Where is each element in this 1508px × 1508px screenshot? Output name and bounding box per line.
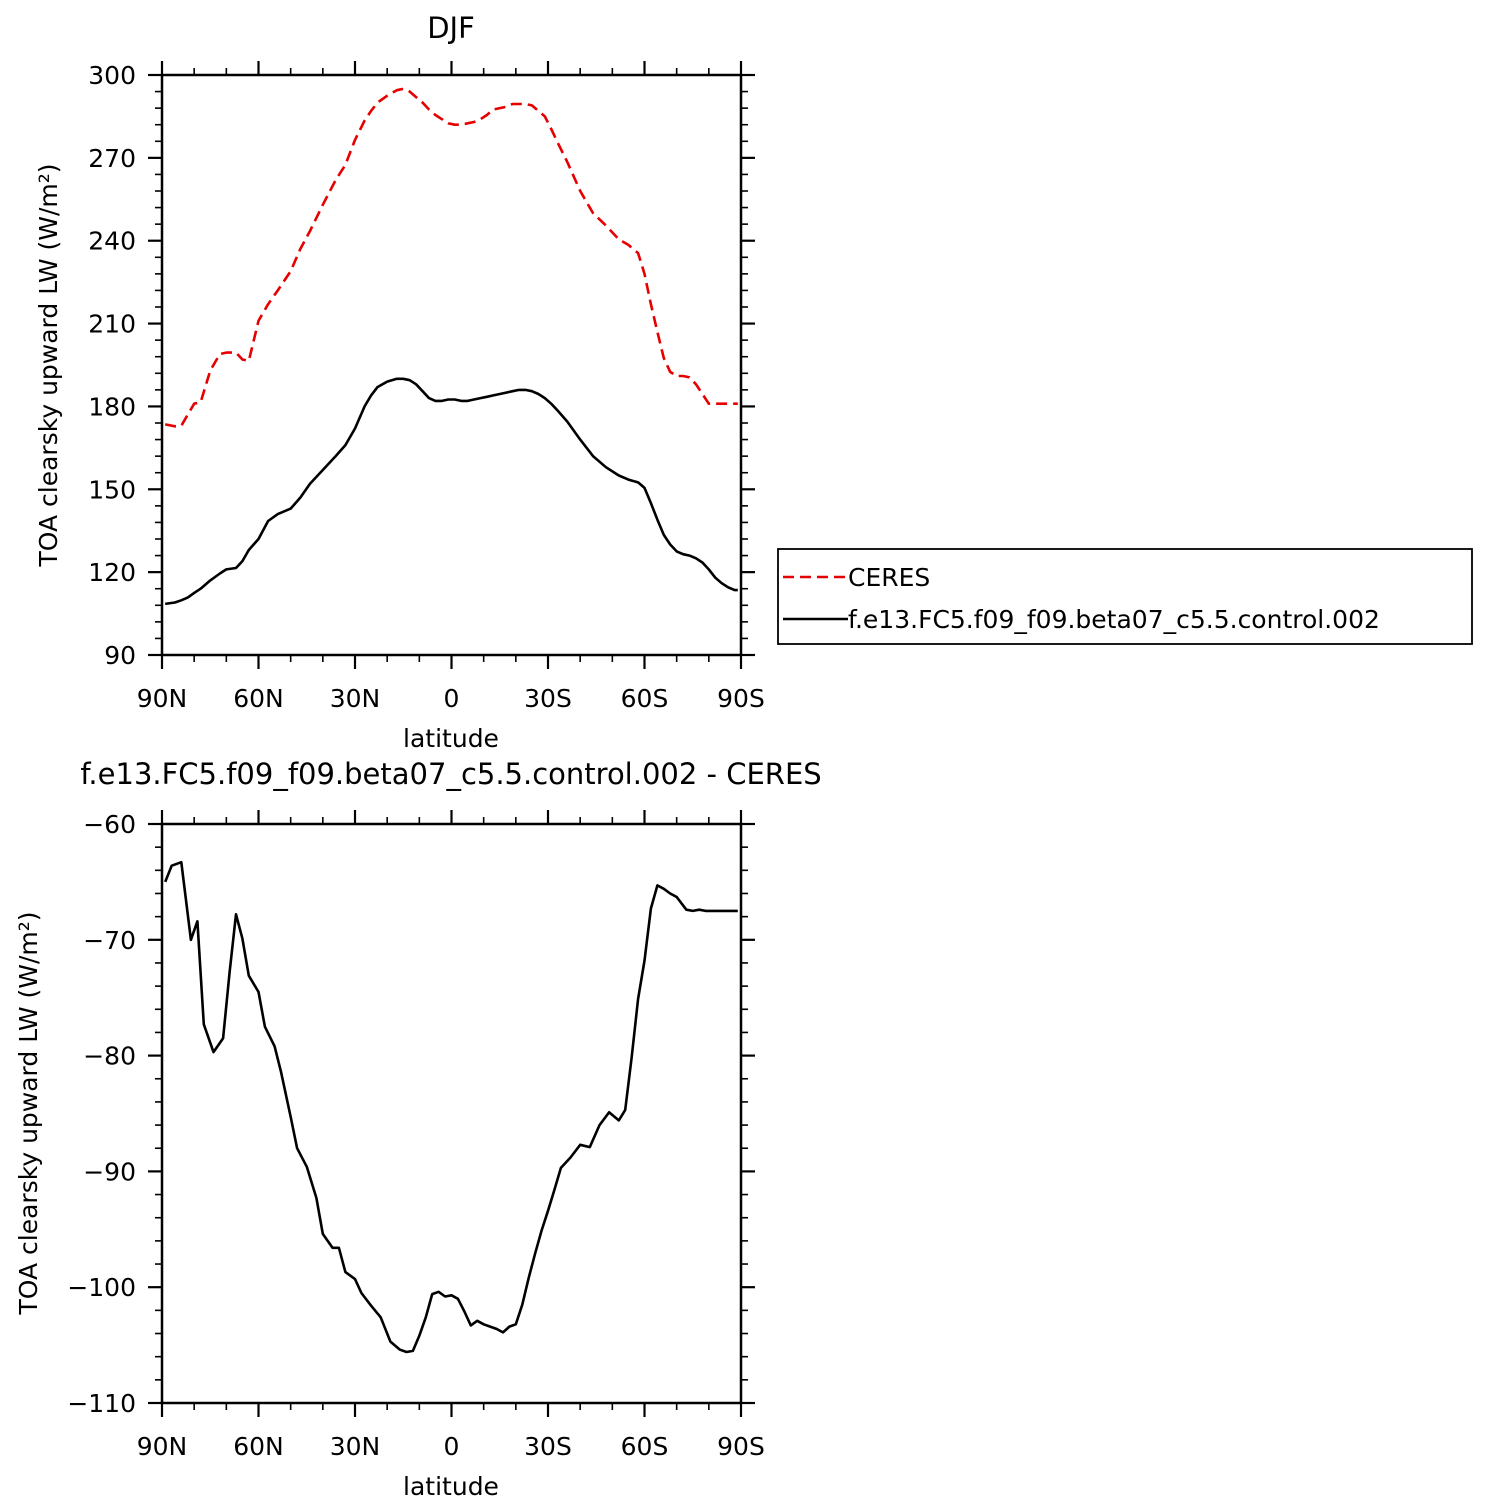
- legend-label: CERES: [848, 563, 930, 592]
- series-line-ceres: [164, 87, 738, 428]
- y-tick-label: 240: [88, 227, 136, 256]
- y-tick-label: −80: [83, 1042, 136, 1071]
- x-tick-label: 90S: [717, 684, 765, 713]
- y-tick-label: 120: [88, 558, 136, 587]
- x-tick-label: 90N: [137, 1432, 188, 1461]
- x-tick-label: 90N: [137, 684, 188, 713]
- x-tick-label: 60S: [621, 1432, 669, 1461]
- y-tick-label: 150: [88, 475, 136, 504]
- series-line-model: [163, 860, 738, 1354]
- y-tick-label: 270: [88, 144, 136, 173]
- y-axis-label: TOA clearsky upward LW (W/m²): [34, 163, 63, 567]
- y-tick-label: 180: [88, 392, 136, 421]
- x-tick-label: 0: [444, 1432, 460, 1461]
- y-tick-label: −70: [83, 926, 136, 955]
- legend-box: [777, 548, 1473, 645]
- plot-frame: [160, 73, 743, 657]
- panel-title: f.e13.FC5.f09_f09.beta07_c5.5.control.00…: [80, 757, 821, 791]
- x-tick-label: 60N: [233, 1432, 284, 1461]
- y-tick-label: −60: [83, 810, 136, 839]
- x-tick-label: 30N: [330, 684, 381, 713]
- djf-panel: 90N 60N 30N 0 30S 60S 90S 90 120 150 180 210 240 270 3…: [34, 11, 765, 753]
- y-axis-label: TOA clearsky upward LW (W/m²): [14, 911, 43, 1315]
- x-axis-label: latitude: [403, 724, 499, 753]
- y-tick-label: −100: [67, 1273, 136, 1302]
- x-axis-label: latitude: [403, 1472, 499, 1501]
- legend-label: f.e13.FC5.f09_f09.beta07_c5.5.control.00…: [848, 605, 1380, 634]
- panel-title: DJF: [427, 11, 475, 45]
- x-tick-label: 60N: [233, 684, 284, 713]
- x-tick-label: 90S: [717, 1432, 765, 1461]
- x-tick-label: 60S: [621, 684, 669, 713]
- y-tick-label: 210: [88, 310, 136, 339]
- y-tick-label: −110: [67, 1389, 136, 1418]
- series-line-model: [165, 377, 738, 606]
- y-tick-label: 300: [88, 61, 136, 90]
- x-tick-label: 0: [444, 684, 460, 713]
- x-tick-label: 30S: [524, 1432, 572, 1461]
- plot-frame: [160, 822, 743, 1405]
- y-tick-label: −90: [83, 1157, 136, 1186]
- legend: CERES f.e13.FC5.f09_f09.beta07_c5.5.contr…: [777, 548, 1473, 645]
- x-tick-label: 30S: [524, 684, 572, 713]
- difference-panel: 90N 60N 30N 0 30S 60S 90S −110 −100 −90 −80 −70 −60 f…: [14, 757, 822, 1501]
- y-tick-label: 90: [104, 641, 136, 670]
- x-tick-label: 30N: [330, 1432, 381, 1461]
